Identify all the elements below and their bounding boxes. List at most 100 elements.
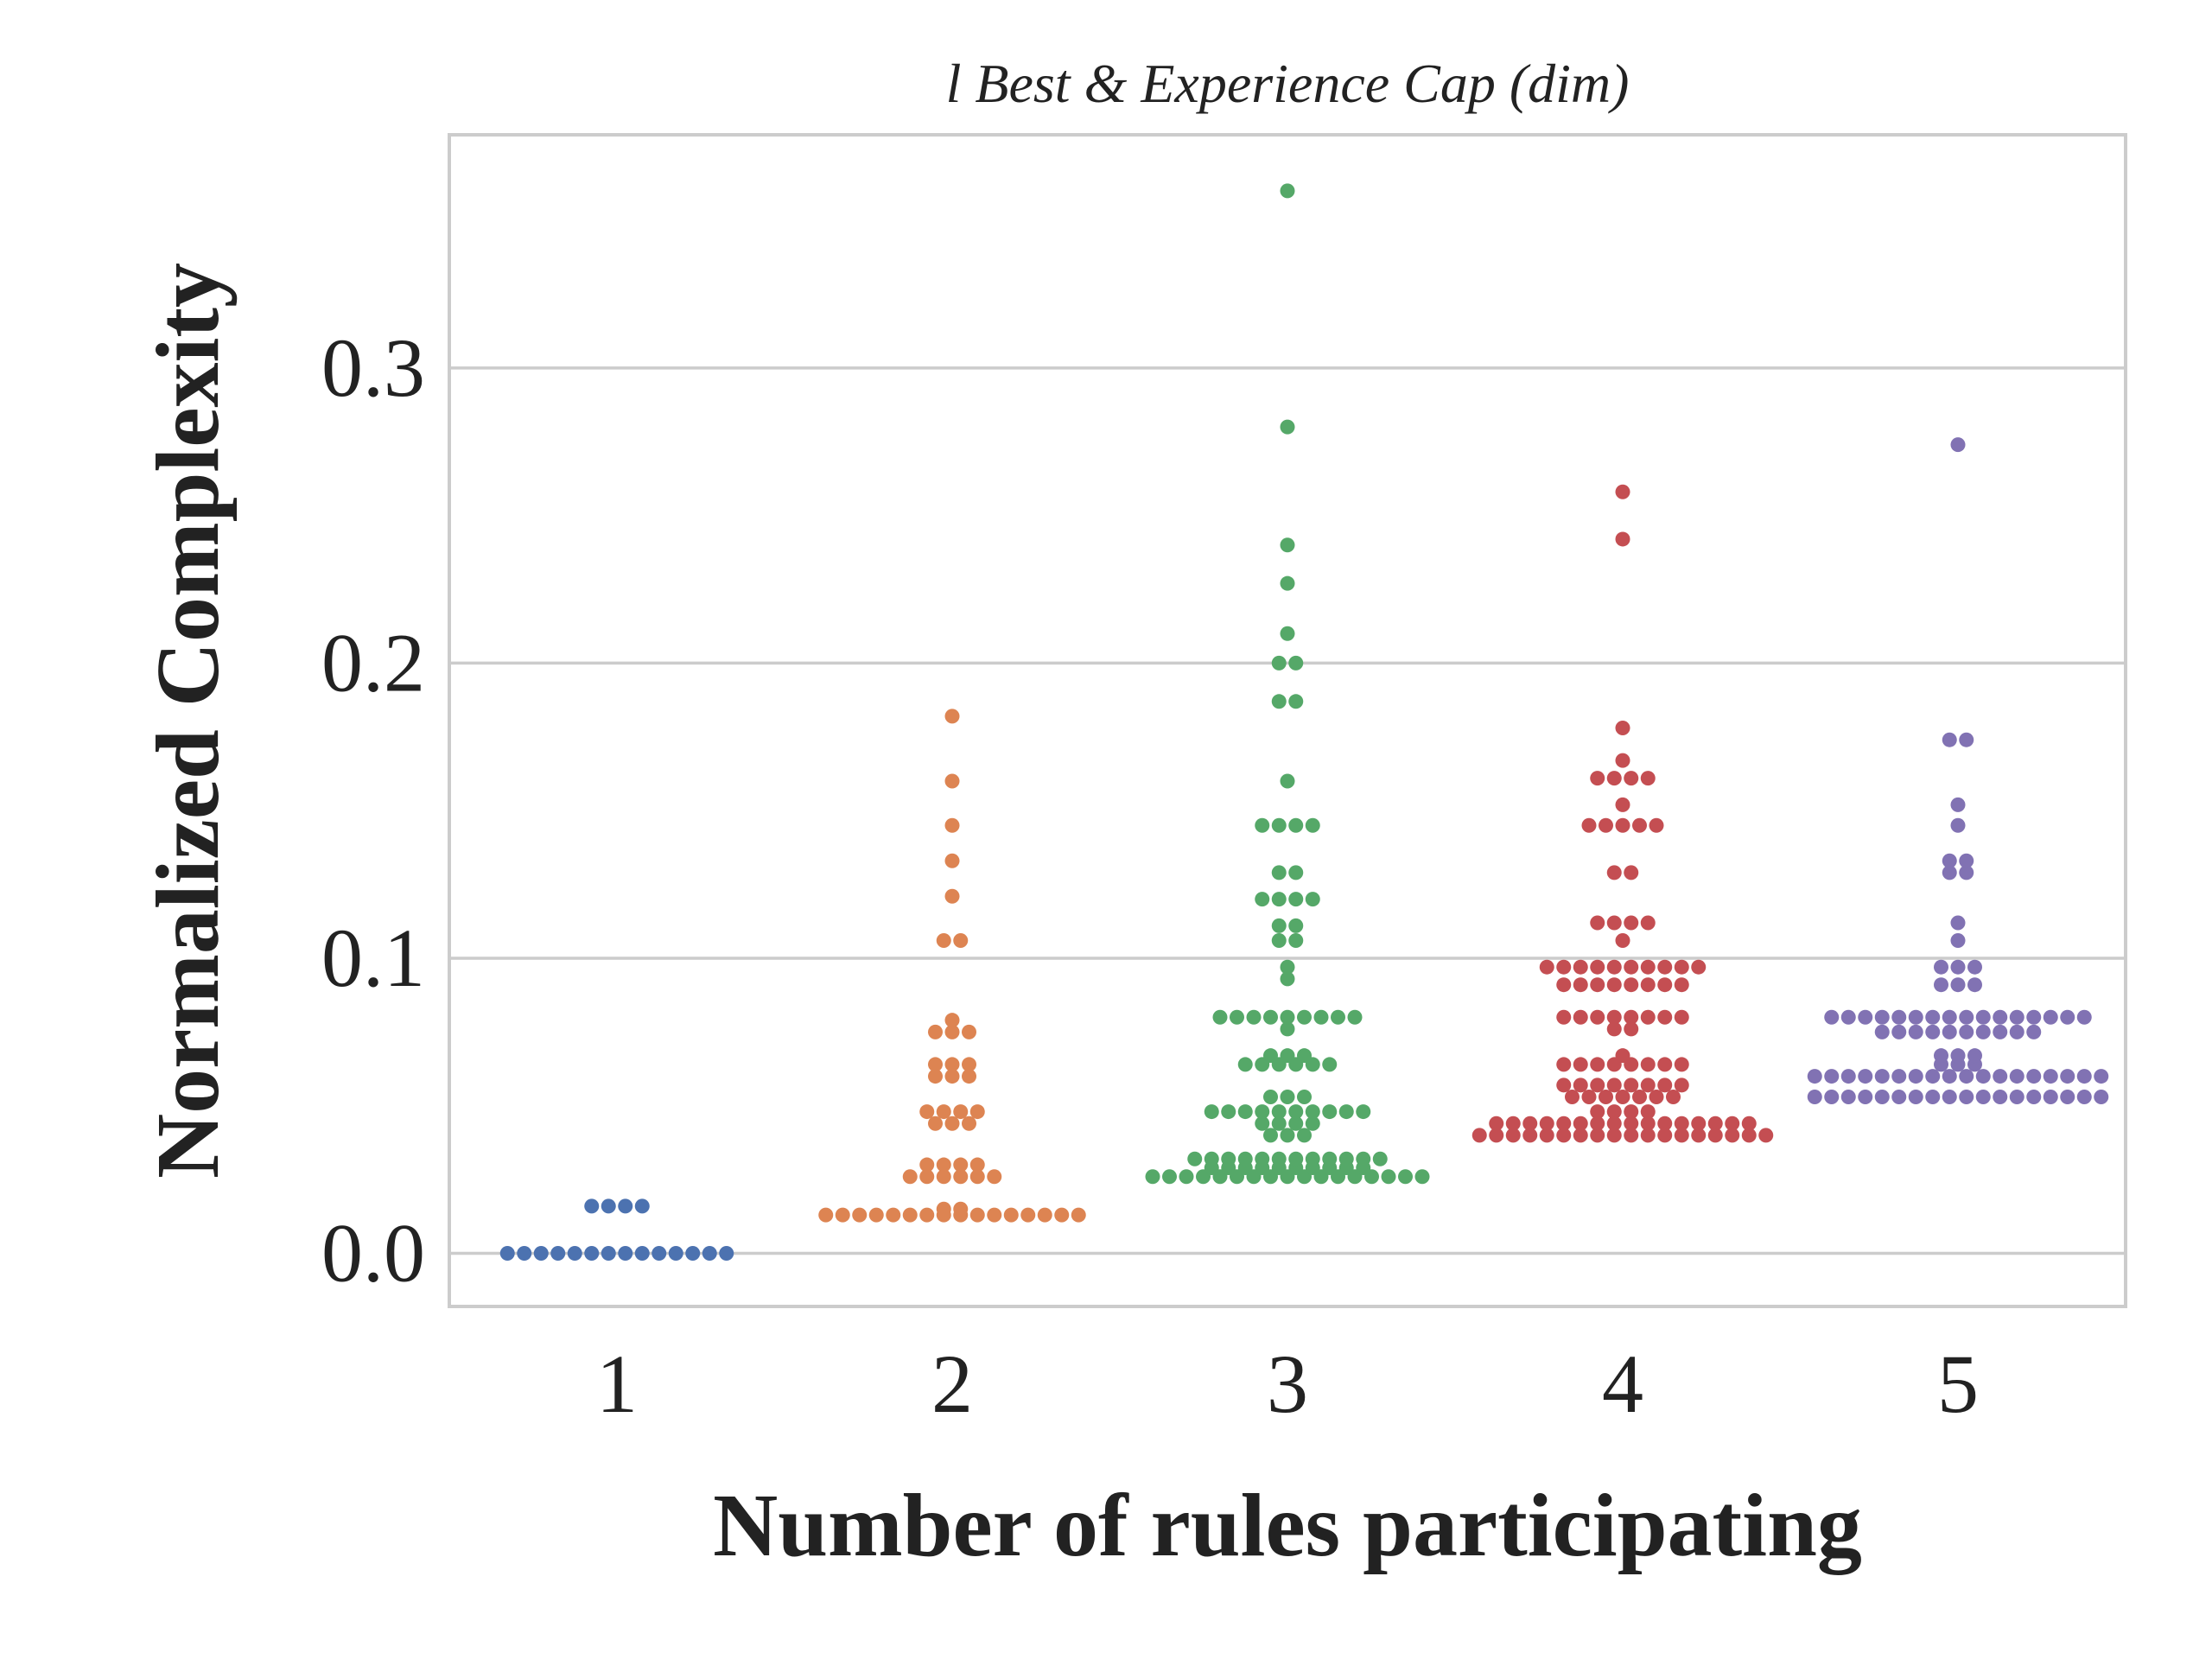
- data-point: [1942, 1009, 1957, 1025]
- data-point: [1606, 1104, 1622, 1120]
- data-point: [1590, 1116, 1605, 1131]
- data-point: [1280, 1021, 1295, 1037]
- data-point: [1573, 1116, 1588, 1131]
- data-point: [1255, 1151, 1270, 1166]
- gridlines: [449, 366, 2126, 1255]
- data-point: [1288, 865, 1304, 880]
- data-point: [1666, 1089, 1681, 1104]
- x-tick-label: 4: [1602, 1338, 1643, 1430]
- data-point: [1758, 1128, 1774, 1143]
- data-point: [1624, 1077, 1639, 1093]
- data-point: [1691, 1116, 1707, 1131]
- data-point: [1297, 1089, 1312, 1104]
- data-point: [1615, 753, 1630, 768]
- data-point: [1280, 419, 1295, 435]
- data-point: [601, 1246, 616, 1262]
- data-point: [1649, 817, 1664, 833]
- data-point: [1691, 959, 1707, 975]
- data-point: [962, 1069, 976, 1084]
- data-point: [1824, 1089, 1840, 1104]
- data-point: [1599, 817, 1613, 833]
- data-point: [1624, 915, 1639, 931]
- data-point: [652, 1246, 667, 1262]
- data-point: [1471, 1128, 1487, 1143]
- data-point: [936, 1104, 951, 1120]
- y-tick-label: 0.1: [321, 912, 425, 1004]
- data-point: [1657, 959, 1673, 975]
- data-point: [601, 1198, 616, 1214]
- data-point: [1615, 721, 1630, 736]
- data-point: [944, 773, 960, 789]
- data-point: [1305, 1116, 1320, 1131]
- data-point: [1305, 817, 1320, 833]
- data-point: [1615, 797, 1630, 812]
- data-point: [1925, 1089, 1941, 1104]
- y-tick-label: 0.2: [321, 616, 425, 709]
- data-point: [1590, 977, 1605, 993]
- data-point: [953, 1157, 969, 1173]
- data-point: [1489, 1116, 1504, 1131]
- plot-frame: [448, 133, 2127, 1308]
- data-point: [584, 1198, 600, 1214]
- data-point: [902, 1169, 918, 1185]
- data-point: [1288, 932, 1304, 948]
- data-point: [1505, 1116, 1521, 1131]
- data-point: [1950, 437, 1966, 453]
- data-point: [1590, 771, 1605, 786]
- data-point: [1590, 959, 1605, 975]
- data-point: [928, 1069, 943, 1084]
- data-point: [953, 1201, 969, 1217]
- data-point: [944, 1069, 960, 1084]
- data-point: [1539, 1116, 1554, 1131]
- data-point: [1556, 977, 1572, 993]
- data-point: [2026, 1024, 2042, 1039]
- data-point: [1934, 977, 1948, 993]
- data-point: [919, 1104, 935, 1120]
- data-point: [953, 1104, 969, 1120]
- data-point: [1573, 977, 1588, 993]
- data-point: [1624, 1128, 1639, 1143]
- data-point: [2094, 1069, 2109, 1084]
- data-point: [1606, 1128, 1622, 1143]
- data-point: [953, 1169, 969, 1185]
- data-point: [1581, 1089, 1597, 1104]
- data-point: [1615, 531, 1630, 547]
- data-point: [1640, 959, 1656, 975]
- data-point: [928, 1024, 943, 1039]
- data-point: [1381, 1169, 1396, 1185]
- data-point: [886, 1207, 901, 1223]
- data-point: [1145, 1169, 1160, 1185]
- chart-title: l Best & Experience Cap (dim): [946, 53, 1630, 114]
- data-point: [1322, 1151, 1338, 1166]
- data-point: [1556, 1009, 1572, 1025]
- data-point: [1255, 892, 1270, 907]
- data-point: [1288, 817, 1304, 833]
- data-point: [1280, 1089, 1295, 1104]
- data-point: [1246, 1009, 1262, 1025]
- data-point: [584, 1246, 600, 1262]
- data-point: [1934, 959, 1948, 975]
- data-point: [1606, 1021, 1622, 1037]
- data-point: [1824, 1069, 1840, 1084]
- data-point: [2060, 1069, 2075, 1084]
- data-point: [1942, 865, 1957, 880]
- data-point: [1959, 1089, 1974, 1104]
- data-point: [1204, 1151, 1219, 1166]
- series-group: [1471, 484, 1774, 1143]
- data-point: [1271, 918, 1287, 933]
- data-point: [1581, 817, 1597, 833]
- data-point: [1020, 1207, 1036, 1223]
- data-point: [1331, 1009, 1345, 1025]
- series-group: [1807, 437, 2109, 1104]
- data-point: [1657, 1009, 1673, 1025]
- data-point: [969, 1207, 985, 1223]
- data-point: [1522, 1128, 1538, 1143]
- data-point: [944, 1116, 960, 1131]
- data-point: [1967, 977, 1982, 993]
- data-point: [1606, 959, 1622, 975]
- data-point: [1288, 892, 1304, 907]
- data-point: [936, 932, 951, 948]
- data-point: [1347, 1009, 1363, 1025]
- data-point: [969, 1169, 985, 1185]
- data-point: [1212, 1009, 1228, 1025]
